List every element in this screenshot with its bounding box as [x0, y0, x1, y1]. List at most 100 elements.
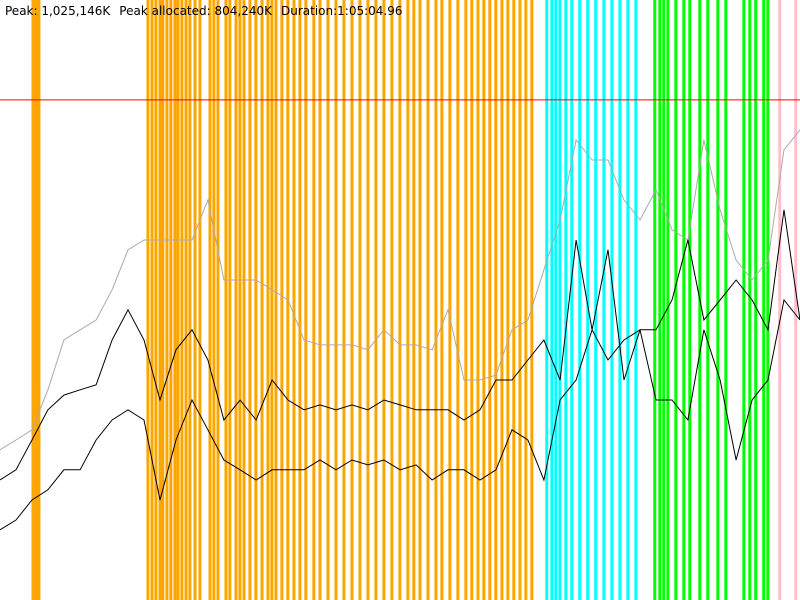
gc-event — [418, 0, 422, 600]
gc-event — [180, 0, 184, 600]
gc-event — [688, 0, 692, 600]
gc-event — [494, 0, 498, 600]
gc-event — [398, 0, 402, 600]
gc-event — [476, 0, 480, 600]
memory-line — [0, 298, 800, 531]
gc-event — [173, 0, 177, 600]
gc-event — [193, 0, 197, 600]
gc-event — [198, 0, 202, 600]
gc-event — [626, 0, 630, 600]
gc-event — [610, 0, 614, 600]
gc-event — [34, 0, 38, 600]
gc-event — [500, 0, 504, 600]
gc-event — [724, 0, 728, 600]
gc-event — [716, 0, 720, 600]
gc-event — [266, 0, 270, 600]
gc-event — [358, 0, 362, 600]
gc-event — [350, 0, 354, 600]
gc-event — [298, 0, 302, 600]
gc-event — [778, 0, 782, 600]
gc-event — [150, 0, 154, 600]
gc-event — [762, 0, 766, 600]
memory-line — [0, 129, 800, 451]
gc-event — [530, 0, 534, 600]
gc-event — [488, 0, 492, 600]
gc-event — [682, 0, 686, 600]
gc-event — [634, 0, 638, 600]
gc-event — [564, 0, 568, 600]
gc-event — [234, 0, 238, 600]
gc-event — [434, 0, 438, 600]
gc-event — [382, 0, 386, 600]
gc-event — [318, 0, 322, 600]
gc-event — [554, 0, 558, 600]
gc-event — [260, 0, 264, 600]
memory-line — [0, 209, 800, 481]
gc-event — [366, 0, 370, 600]
gc-event — [169, 0, 173, 600]
gc-event — [662, 0, 666, 600]
gc-event — [456, 0, 460, 600]
gc-event — [570, 0, 574, 600]
gc-event — [658, 0, 662, 600]
gc-event — [158, 0, 162, 600]
gc-event — [512, 0, 516, 600]
gc-event — [374, 0, 378, 600]
gc-event — [594, 0, 598, 600]
peak-stat: Peak: 1,025,146K — [5, 4, 111, 18]
gc-event — [518, 0, 522, 600]
gc-event — [37, 0, 41, 600]
gc-event — [312, 0, 316, 600]
gc-event — [618, 0, 622, 600]
gc-event — [706, 0, 710, 600]
gc-event — [448, 0, 452, 600]
gc-event — [254, 0, 258, 600]
gc-event — [470, 0, 474, 600]
gc-event — [482, 0, 486, 600]
gc-event — [406, 0, 410, 600]
gc-event — [161, 0, 165, 600]
gc-event — [464, 0, 468, 600]
gc-event — [754, 0, 758, 600]
gc-event — [390, 0, 394, 600]
gc-event — [274, 0, 278, 600]
gc-event — [412, 0, 416, 600]
gc-event — [216, 0, 220, 600]
gc-event — [602, 0, 606, 600]
duration-stat: Duration:1:05:04.96 — [280, 4, 403, 18]
gc-event — [558, 0, 562, 600]
peak-allocated-stat: Peak allocated: 804,240K — [119, 4, 272, 18]
gc-event — [748, 0, 752, 600]
gc-event — [224, 0, 228, 600]
gc-event — [208, 0, 212, 600]
gc-event — [742, 0, 746, 600]
gc-event — [184, 0, 188, 600]
gc-event — [653, 0, 657, 600]
gc-event — [545, 0, 549, 600]
gc-event — [212, 0, 216, 600]
gc-event — [334, 0, 338, 600]
gc-event — [248, 0, 252, 600]
gc-event — [666, 0, 670, 600]
gc-event — [188, 0, 192, 600]
gc-event — [794, 0, 798, 600]
gc-event — [426, 0, 430, 600]
gc-event — [506, 0, 510, 600]
gc-event — [524, 0, 528, 600]
gc-event — [165, 0, 169, 600]
gc-event — [326, 0, 330, 600]
gc-event — [550, 0, 554, 600]
gc-event — [146, 0, 150, 600]
gc-event — [238, 0, 242, 600]
gc-event — [586, 0, 590, 600]
gc-event — [304, 0, 308, 600]
gc-event — [292, 0, 296, 600]
gc-event — [270, 0, 274, 600]
gc-event — [766, 0, 770, 600]
gc-event — [280, 0, 284, 600]
gc-event — [342, 0, 346, 600]
gc-event — [31, 0, 35, 600]
gc-event — [154, 0, 158, 600]
